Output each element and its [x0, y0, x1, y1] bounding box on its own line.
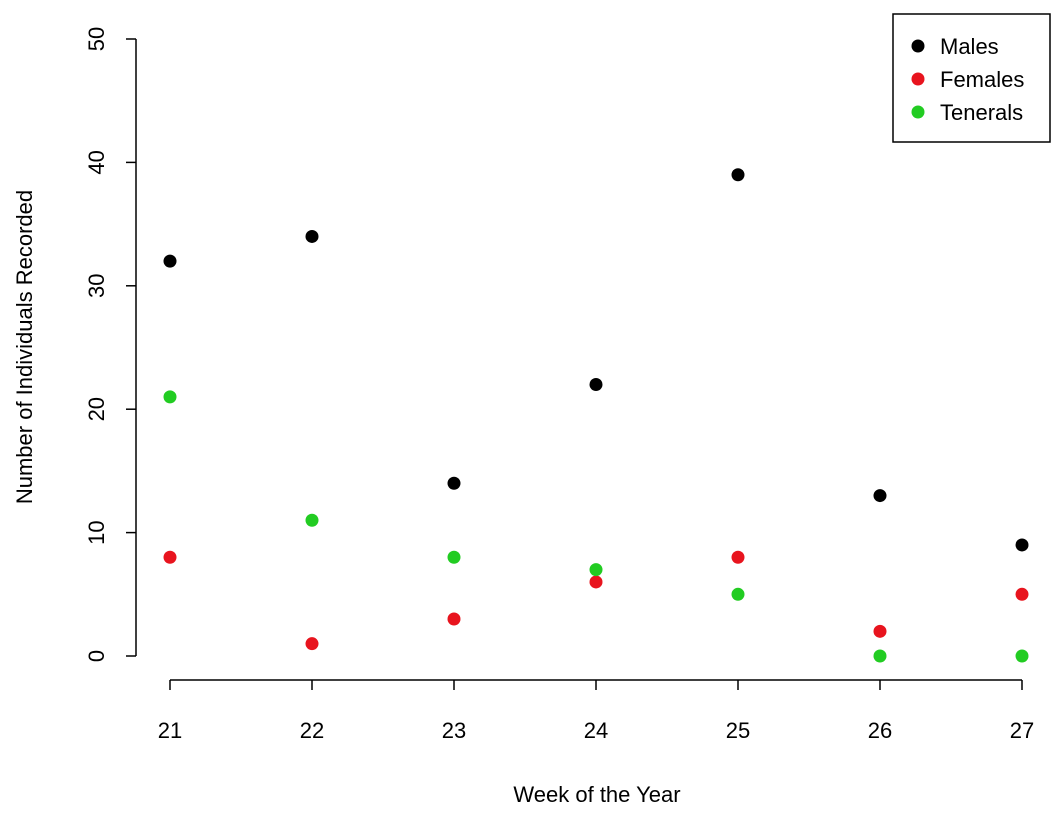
x-axis-title: Week of the Year	[513, 782, 680, 807]
y-axis-title: Number of Individuals Recorded	[12, 190, 37, 504]
legend-label: Males	[940, 34, 999, 59]
legend: Males Females Tenerals	[892, 13, 1051, 143]
point-females	[305, 637, 319, 651]
point-males	[163, 254, 177, 268]
y-tick-label: 40	[84, 150, 109, 174]
point-males	[589, 378, 603, 392]
legend-marker	[911, 39, 925, 53]
point-females	[447, 612, 461, 626]
point-tenerals	[873, 649, 887, 663]
y-tick-label: 20	[84, 397, 109, 421]
point-tenerals	[163, 390, 177, 404]
x-tick-label: 26	[868, 718, 892, 743]
point-tenerals	[731, 587, 745, 601]
y-tick-label: 10	[84, 520, 109, 544]
point-males	[1015, 538, 1029, 552]
x-tick-label: 24	[584, 718, 608, 743]
x-tick-label: 23	[442, 718, 466, 743]
axes: 21 22 23 24 25 26 27 0 10 20 30 40 50	[84, 27, 1034, 743]
x-tick-label: 22	[300, 718, 324, 743]
point-females	[873, 624, 887, 638]
legend-label: Tenerals	[940, 100, 1023, 125]
point-males	[873, 489, 887, 503]
y-tick-label: 30	[84, 274, 109, 298]
x-tick-label: 21	[158, 718, 182, 743]
legend-label: Females	[940, 67, 1024, 92]
point-males	[305, 229, 319, 243]
legend-marker	[911, 105, 925, 119]
point-tenerals	[447, 550, 461, 564]
point-tenerals	[1015, 649, 1029, 663]
y-tick-label: 50	[84, 27, 109, 51]
data-points	[163, 168, 1029, 663]
point-tenerals	[305, 513, 319, 527]
point-females	[731, 550, 745, 564]
y-tick-label: 0	[84, 650, 109, 662]
point-tenerals	[589, 563, 603, 577]
point-females	[1015, 587, 1029, 601]
point-males	[731, 168, 745, 182]
point-females	[163, 550, 177, 564]
point-females	[589, 575, 603, 589]
x-tick-label: 27	[1010, 718, 1034, 743]
point-males	[447, 476, 461, 490]
x-tick-label: 25	[726, 718, 750, 743]
legend-marker	[911, 72, 925, 86]
